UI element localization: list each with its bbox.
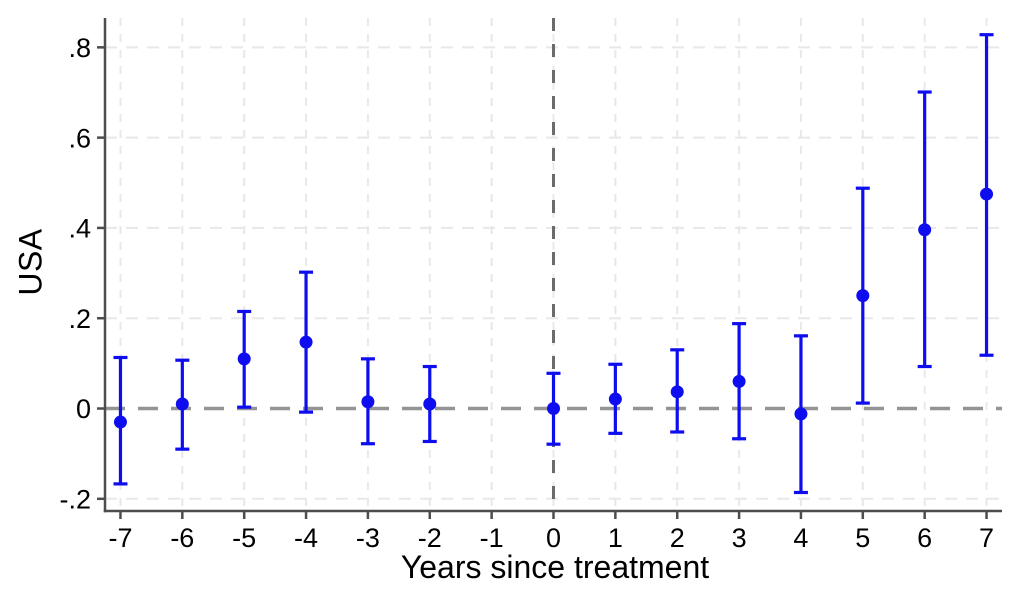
point-estimate-marker (299, 335, 313, 349)
y-tick-label: .8 (68, 33, 91, 63)
x-tick-label: 6 (917, 523, 932, 553)
x-tick-label: -6 (170, 523, 194, 553)
point-estimate-marker (361, 395, 375, 409)
point-estimate-marker (856, 289, 870, 303)
y-axis-title: USA (12, 228, 49, 296)
x-tick-label: -1 (480, 523, 504, 553)
x-tick-label: -4 (294, 523, 318, 553)
point-estimate-marker (547, 402, 560, 416)
point-estimate-marker (175, 397, 189, 411)
x-tick-label: 1 (608, 523, 623, 553)
point-estimate-marker (918, 223, 932, 237)
x-tick-label: 0 (546, 523, 561, 553)
x-tick-label: 7 (979, 523, 994, 553)
point-estimate-marker (980, 187, 994, 201)
point-estimate-marker (237, 352, 251, 366)
x-tick-label: 5 (855, 523, 870, 553)
x-tick-label: -2 (418, 523, 442, 553)
x-tick-label: -5 (232, 523, 256, 553)
point-estimate-marker (670, 385, 684, 399)
point-estimate-marker (794, 407, 808, 421)
x-tick-label: 3 (732, 523, 747, 553)
y-tick-label: .4 (68, 214, 91, 244)
point-estimate-marker (423, 397, 437, 411)
y-tick-label: .2 (68, 304, 91, 334)
x-axis-title: Years since treatment (400, 549, 710, 585)
y-tick-label: -.2 (59, 485, 91, 515)
x-tick-label: 4 (793, 523, 808, 553)
point-estimate-marker (608, 392, 622, 406)
point-estimate-marker (113, 415, 127, 429)
point-estimate-marker (732, 374, 746, 388)
y-tick-label: 0 (76, 394, 91, 424)
x-tick-label: -7 (108, 523, 132, 553)
x-tick-label: 2 (670, 523, 685, 553)
y-tick-label: .6 (68, 123, 91, 153)
x-tick-label: -3 (356, 523, 380, 553)
